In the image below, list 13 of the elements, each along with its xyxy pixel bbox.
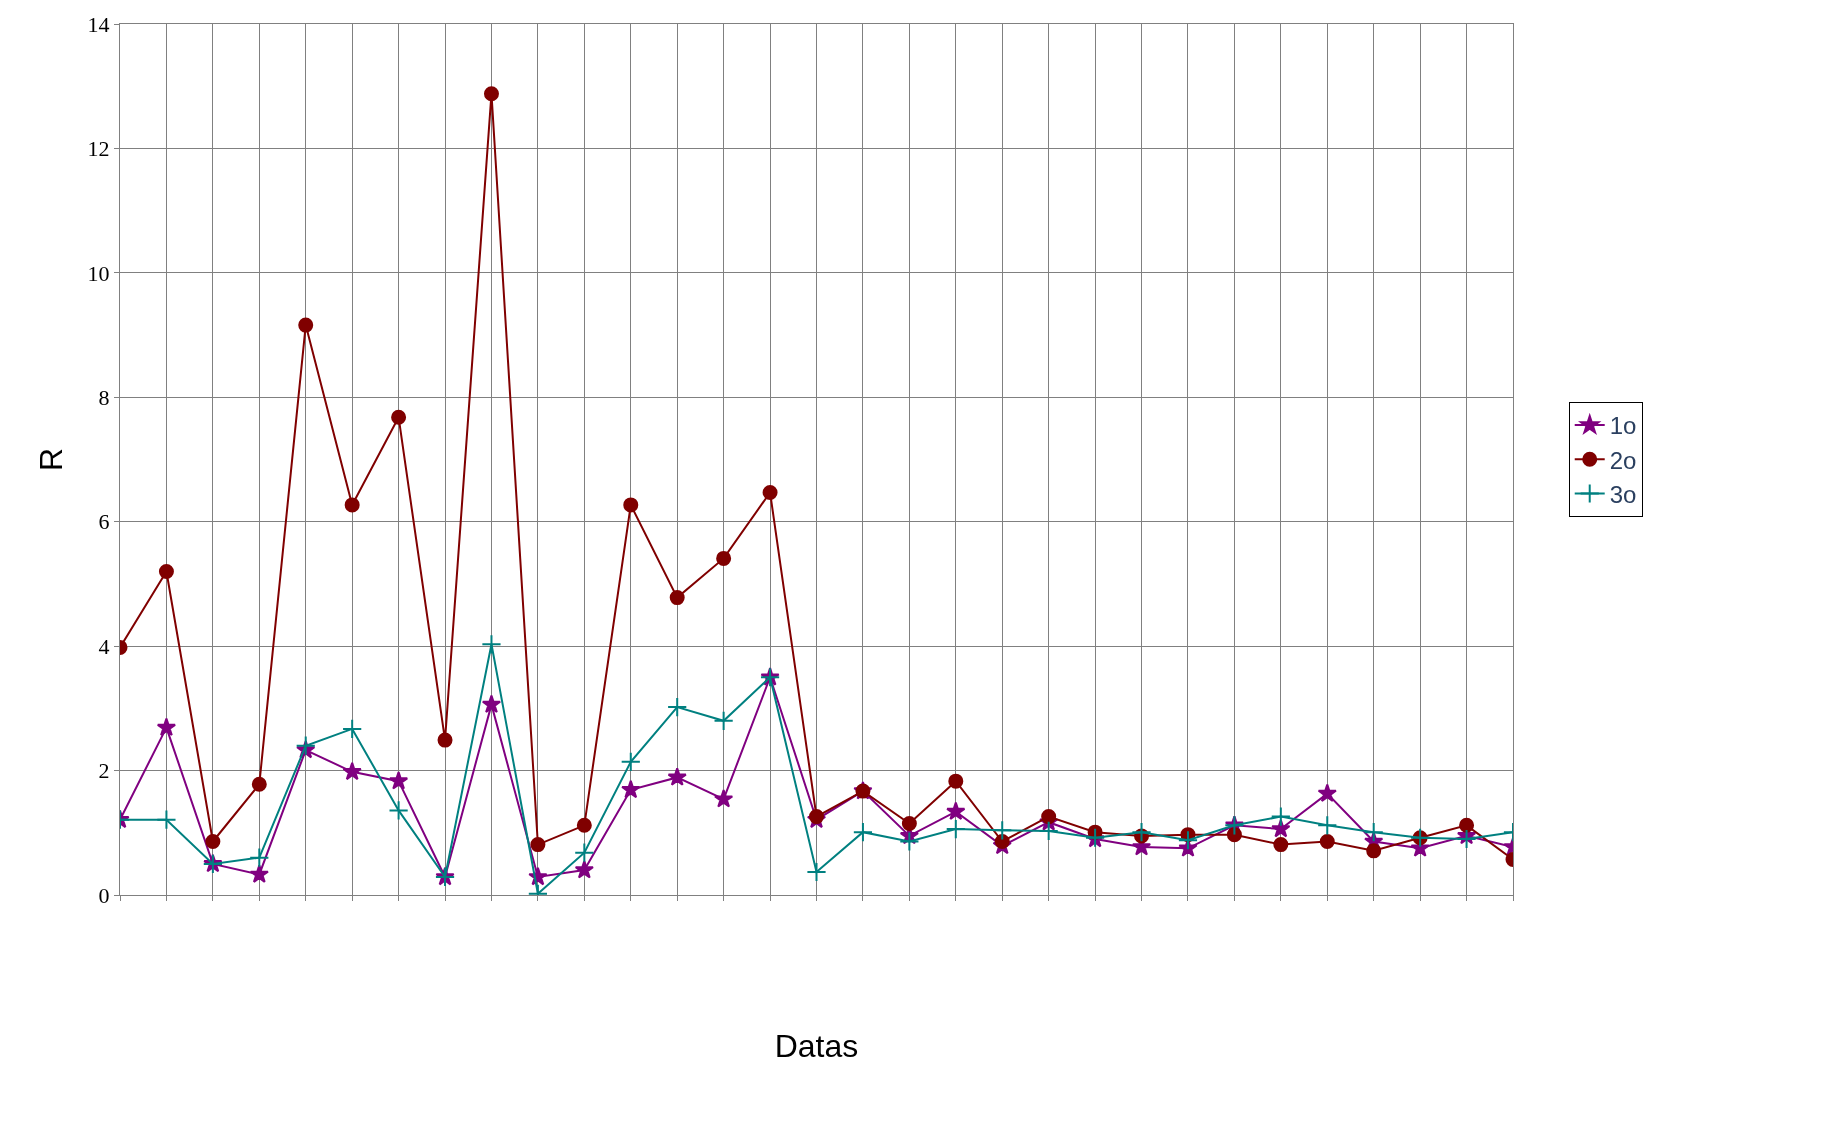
y-tick-label: 12 (87, 136, 110, 162)
x-axis-title: Datas (774, 1027, 859, 1064)
y-tick-label: 2 (98, 758, 110, 784)
legend-label: 3o (1609, 480, 1637, 508)
y-tick-label: 4 (98, 633, 110, 659)
y-tick-label: 10 (87, 260, 110, 286)
y-axis-title: R (32, 447, 69, 472)
y-tick-label: 6 (98, 509, 110, 535)
legend-label: 2o (1609, 446, 1637, 474)
legend-label: 1o (1609, 412, 1637, 440)
y-tick-label: 0 (98, 882, 110, 908)
y-tick-label: 14 (87, 11, 110, 37)
y-tick-label: 8 (98, 384, 110, 410)
